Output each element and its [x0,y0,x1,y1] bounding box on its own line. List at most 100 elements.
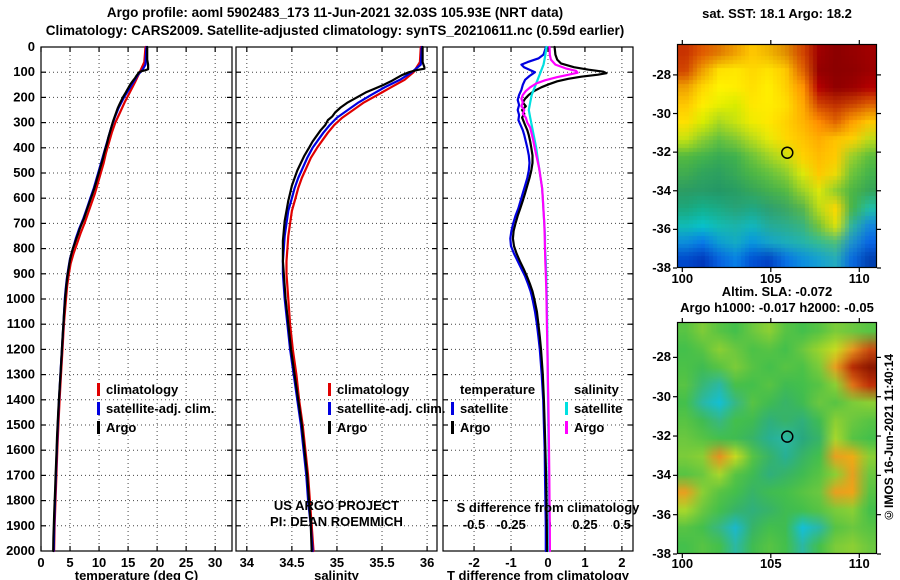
svg-text:5: 5 [66,555,73,570]
svg-text:35.5: 35.5 [369,555,394,570]
map-lat-tick-label: -36 [652,221,671,237]
s-satellite-color-key [565,402,568,415]
map-lat-tick-label: -32 [652,144,671,160]
legend-item-satellite-adj: satellite-adj. clim. [328,399,445,418]
climatology-color-key [97,383,100,396]
svg-text:10: 10 [92,555,106,570]
svg-text:1900: 1900 [6,518,35,533]
legend-item-argo: Argo [328,418,445,437]
legend-header-salinity: salinity [574,382,619,397]
argo-height-caption: Argo h1000: -0.017 h2000: -0.05 [680,300,874,315]
svg-text:35: 35 [330,555,344,570]
sla-map-image [677,322,877,554]
difference-temperature-legend: temperature satellite Argo [451,380,535,437]
svg-text:100: 100 [13,64,35,79]
imos-credit-text: ©IMOS 16-Jun-2021 11:40:14 [882,353,896,523]
svg-text:25: 25 [179,555,193,570]
legend-label: climatology [337,382,410,397]
legend-label: Argo [337,420,368,435]
svg-text:15: 15 [121,555,135,570]
svg-text:1400: 1400 [6,392,35,407]
legend-item-argo: Argo [97,418,214,437]
svg-text:1700: 1700 [6,467,35,482]
svg-text:0: 0 [37,555,44,570]
svg-text:34: 34 [240,555,255,570]
t-argo-color-key [451,421,454,434]
svg-text:1500: 1500 [6,417,35,432]
svg-text:700: 700 [13,215,35,230]
svg-text:-1: -1 [505,555,517,570]
salinity-legend: climatology satellite-adj. clim. Argo [328,380,445,437]
salinity-profile-panel: 34 34.5 35 35.5 36 salinity climatology satel… [235,45,445,580]
svg-text:1000: 1000 [6,291,35,306]
figure-title-line1: Argo profile: aoml 5902483_173 11-Jun-20… [106,5,564,20]
svg-text:2000: 2000 [6,543,35,558]
figure-title-line2: Climatology: CARS2009. Satellite-adjuste… [45,23,625,38]
map-lat-tick-label: -28 [652,66,671,82]
svg-text:800: 800 [13,241,35,256]
svg-text:300: 300 [13,115,35,130]
pi-dean-roemmich-text: PI: DEAN ROEMMICH [270,514,403,529]
difference-profile-panel: -2 -1 0 1 2 T difference from climatology -0.5… [442,45,639,580]
legend-item-s-satellite: satellite [565,399,622,418]
climatology-color-key [328,383,331,396]
argo-color-key [97,421,100,434]
map-lon-tick-label: 105 [759,271,782,286]
argo-float-marker [781,146,794,159]
svg-text:400: 400 [13,140,35,155]
map-lat-tick-label: -32 [652,428,671,444]
map-lon-tick-label: 105 [759,556,782,571]
temperature-legend: climatology satellite-adj. clim. Argo [97,380,214,437]
legend-item-t-argo: Argo [451,418,535,437]
svg-text:salinity: salinity [314,568,360,580]
legend-item-climatology: climatology [328,380,445,399]
satellite-adj-color-key [328,402,331,415]
map-lat-tick-label: -38 [652,260,671,275]
legend-label: climatology [106,382,179,397]
argo-color-key [328,421,331,434]
legend-label: Argo [574,420,605,435]
legend-label: satellite [574,401,623,416]
svg-text:0.25: 0.25 [572,517,597,532]
svg-text:1: 1 [581,555,588,570]
legend-label: satellite-adj. clim. [337,401,446,416]
legend-label: satellite-adj. clim. [106,401,215,416]
map-lat-tick-label: -28 [652,349,671,365]
svg-text:2: 2 [618,555,625,570]
svg-text:600: 600 [13,190,35,205]
svg-text:34.5: 34.5 [279,555,304,570]
map-lon-tick-label: 100 [671,556,694,571]
sst-map-overlay [673,40,881,272]
map-lat-tick-label: -30 [652,388,671,404]
sst-map-title: sat. SST: 18.1 Argo: 18.2 [702,6,852,21]
svg-text:0: 0 [544,555,551,570]
s-argo-color-key [565,421,568,434]
altim-sla-caption: Altim. SLA: -0.072 [721,284,833,299]
svg-text:1800: 1800 [6,493,35,508]
map-lat-tick-label: -36 [652,506,671,522]
map-lat-tick-label: -34 [652,182,671,198]
svg-text:500: 500 [13,165,35,180]
map-lon-tick-label: 100 [671,271,694,286]
map-lon-tick-label: 110 [848,556,870,571]
svg-text:1300: 1300 [6,367,35,382]
svg-text:30: 30 [208,555,222,570]
legend-item-s-argo: Argo [565,418,622,437]
svg-text:900: 900 [13,266,35,281]
svg-text:1200: 1200 [6,341,35,356]
map-lon-tick-label: 110 [848,271,870,286]
t-satellite-color-key [451,402,454,415]
svg-text:-2: -2 [468,555,480,570]
legend-item-climatology: climatology [97,380,214,399]
us-argo-project-text: US ARGO PROJECT [273,498,400,513]
sla-map-overlay [673,318,881,558]
difference-salinity-legend: salinity satellite Argo [565,380,622,437]
svg-text:0: 0 [28,39,35,54]
svg-text:0.5: 0.5 [613,517,631,532]
s-difference-axis-label: S difference from climatology [456,500,640,515]
argo-float-marker [781,430,794,443]
legend-label: satellite [460,401,509,416]
svg-text:T difference from climatology: T difference from climatology [447,568,630,580]
svg-text:-0.5: -0.5 [463,517,485,532]
